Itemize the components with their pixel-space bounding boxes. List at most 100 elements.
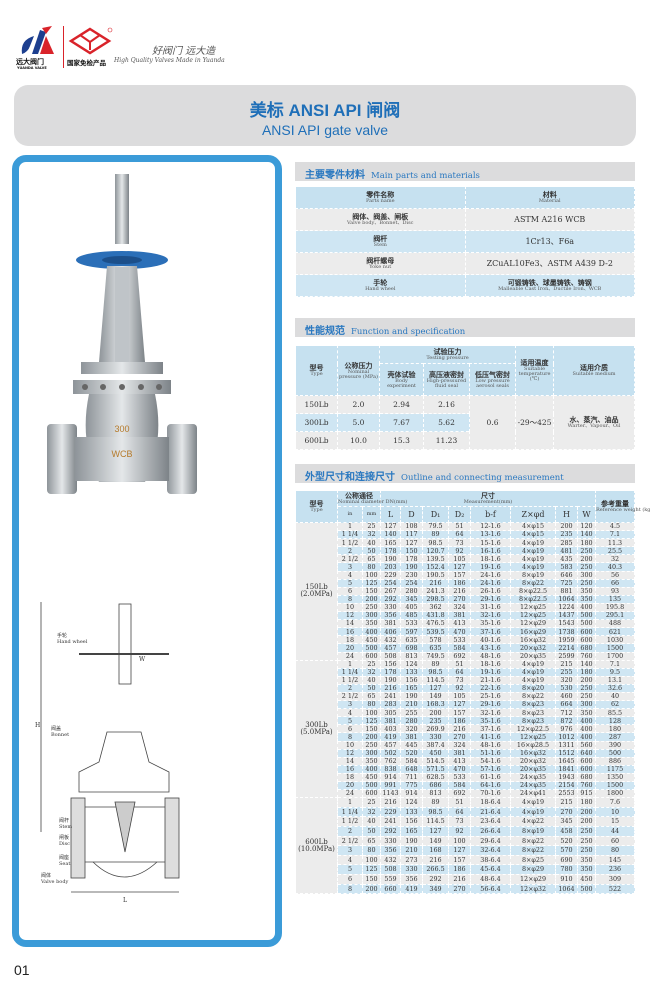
table-cell: 2599 <box>555 651 578 661</box>
table-row: 3 80 356 210 168 127 32-6.4 8×φ22 570 250 80 <box>295 845 635 856</box>
table-cell: 64 <box>448 667 471 677</box>
table-cell: 1512 <box>555 748 578 758</box>
table-cell: 20×φ32 <box>510 643 556 653</box>
table-cell: 92 <box>448 546 471 556</box>
table-cell: 165 <box>400 825 423 837</box>
table-cell: 500 <box>576 883 597 895</box>
table-cell: 508 <box>380 651 401 661</box>
table-cell: 400 <box>576 724 597 734</box>
table-cell: 229 <box>380 806 401 818</box>
table-cell: 140 <box>576 530 597 540</box>
table-cell: 914 <box>400 789 423 799</box>
table-cell: 267 <box>380 586 401 596</box>
table-cell: 16×φ32 <box>510 635 556 645</box>
table-cell: 125 <box>362 864 381 875</box>
table-header-row: 型号 Type 公称通径 Nominal diameter DN(mm) 尺寸 Measu… <box>295 490 650 523</box>
table-cell: 1 1/4 <box>337 530 363 540</box>
table-cell: 350 <box>576 864 597 875</box>
dim-label-w: W <box>139 656 146 663</box>
table-cell: 48-1.6 <box>470 651 511 661</box>
table-cell: 270 <box>448 594 471 604</box>
table-cell: 4 <box>337 854 363 866</box>
table-cell: 4 <box>337 570 363 580</box>
table-cell: 8×φ29 <box>510 864 556 875</box>
table-cell: 4×φ19 <box>510 538 556 548</box>
table-cell: 698 <box>400 643 423 653</box>
table-cell: 476.5 <box>422 619 449 629</box>
table-cell: 216 <box>380 683 401 693</box>
table-cell: 45-6.4 <box>470 864 511 875</box>
table-cell: 640 <box>576 748 597 758</box>
table-subheader-row: in mm L D D₁ D₂ b-f Z×φd H W <box>295 506 635 523</box>
table-cell: 345 <box>555 816 578 827</box>
table-cell: 133 <box>400 667 423 677</box>
table-cell: 241.3 <box>422 586 449 596</box>
table-cell: 1 1/2 <box>337 816 363 827</box>
table-cell: 180 <box>576 797 597 808</box>
table-cell: 32-6.4 <box>470 845 511 856</box>
table-cell: 725 <box>555 578 578 588</box>
table-cell: 520 <box>555 835 578 847</box>
table-cell: 976 <box>555 724 578 734</box>
table-cell: 330 <box>380 602 401 613</box>
table-row: 5 125 508 330 266.5 186 45-6.4 8×φ29 780 350 236 <box>295 864 635 875</box>
table-cell: 200 <box>362 883 381 895</box>
table-row: 2 50 292 165 127 92 26-6.4 8×φ19 458 250 44 <box>295 825 635 837</box>
table-cell: 178 <box>400 554 423 564</box>
table-cell: 7.6 <box>595 797 635 808</box>
table-row: 2 50 216 165 127 92 22-1.6 8×φ20 530 250 32.6 <box>295 683 635 693</box>
table-cell: 89 <box>422 659 449 669</box>
table-cell: 356 <box>380 845 401 856</box>
table-cell: 381 <box>448 611 471 621</box>
table-cell: 114.5 <box>422 675 449 685</box>
table-cell: 419 <box>400 883 423 895</box>
table-cell: 1064 <box>555 883 578 895</box>
table-row: 1 1/4 32 229 133 98.5 64 21-6.4 4×φ19 270 200 10 <box>295 806 635 818</box>
valve-cross-section-diagram <box>40 602 180 893</box>
table-cell: 600 <box>576 635 597 645</box>
table-cell: 24-1.6 <box>470 578 511 588</box>
table-cell: 7.1 <box>595 659 635 669</box>
table-cell: 44 <box>595 825 635 837</box>
table-cell: 8×φ22.5 <box>510 586 556 596</box>
table-cell: 12×φ29 <box>510 619 556 629</box>
valve-photo: 300 WCB <box>47 174 197 494</box>
table-cell: 350 <box>362 756 381 766</box>
table-cell: 105 <box>448 691 471 702</box>
table-cell: 309 <box>595 873 635 885</box>
table-cell: 403 <box>380 724 401 734</box>
diagram-label-valve-body: 阀体 Valve body <box>41 873 69 885</box>
table-cell: 23-6.4 <box>470 816 511 827</box>
table-cell: 775 <box>400 780 423 791</box>
table-cell: 349 <box>422 883 449 895</box>
table-cell: 5 <box>337 864 363 875</box>
table-cell: 98.5 <box>422 667 449 677</box>
table-cell: 32 <box>362 806 381 818</box>
table-cell: 203 <box>380 562 401 572</box>
col-measurement-header: 尺寸 Measurement(mm) <box>379 490 597 507</box>
table-row: 1 1/2 40 241 156 114.5 73 23-6.4 4×φ22 345 200 15 <box>295 816 635 827</box>
table-cell: 539.5 <box>422 627 449 637</box>
table-cell: 38-6.4 <box>470 854 511 866</box>
table-cell: 300 <box>576 570 597 580</box>
table-cell: 140 <box>576 659 597 669</box>
table-cell: 250 <box>576 845 597 856</box>
certification-text: 国家免检产品 <box>67 59 106 67</box>
table-cell: 22-1.6 <box>470 683 511 693</box>
table-cell: 838 <box>380 764 401 774</box>
table-cell: 500 <box>576 619 597 629</box>
table-cell: 51 <box>448 659 471 669</box>
table-cell: 680 <box>576 643 597 653</box>
table-row: 6 150 559 356 292 216 48-6.4 12×φ29 910 450 309 <box>295 873 635 885</box>
table-cell: 432 <box>380 635 401 645</box>
table-cell: 24-1.6 <box>470 570 511 580</box>
title-bar: 美标 ANSI API 闸阀 ANSI API gate valve <box>14 85 636 146</box>
table-cell: 168.3 <box>422 700 449 710</box>
table-cell: 280 <box>400 716 423 726</box>
table-cell: 300 <box>576 700 597 710</box>
table-cell: 381 <box>448 748 471 758</box>
col-dn-header: 公称通径 Nominal diameter DN(mm) <box>337 490 408 507</box>
table-cell: 481 <box>555 546 578 556</box>
table-cell: 530 <box>555 683 578 693</box>
table-cell: 298.5 <box>422 594 449 604</box>
